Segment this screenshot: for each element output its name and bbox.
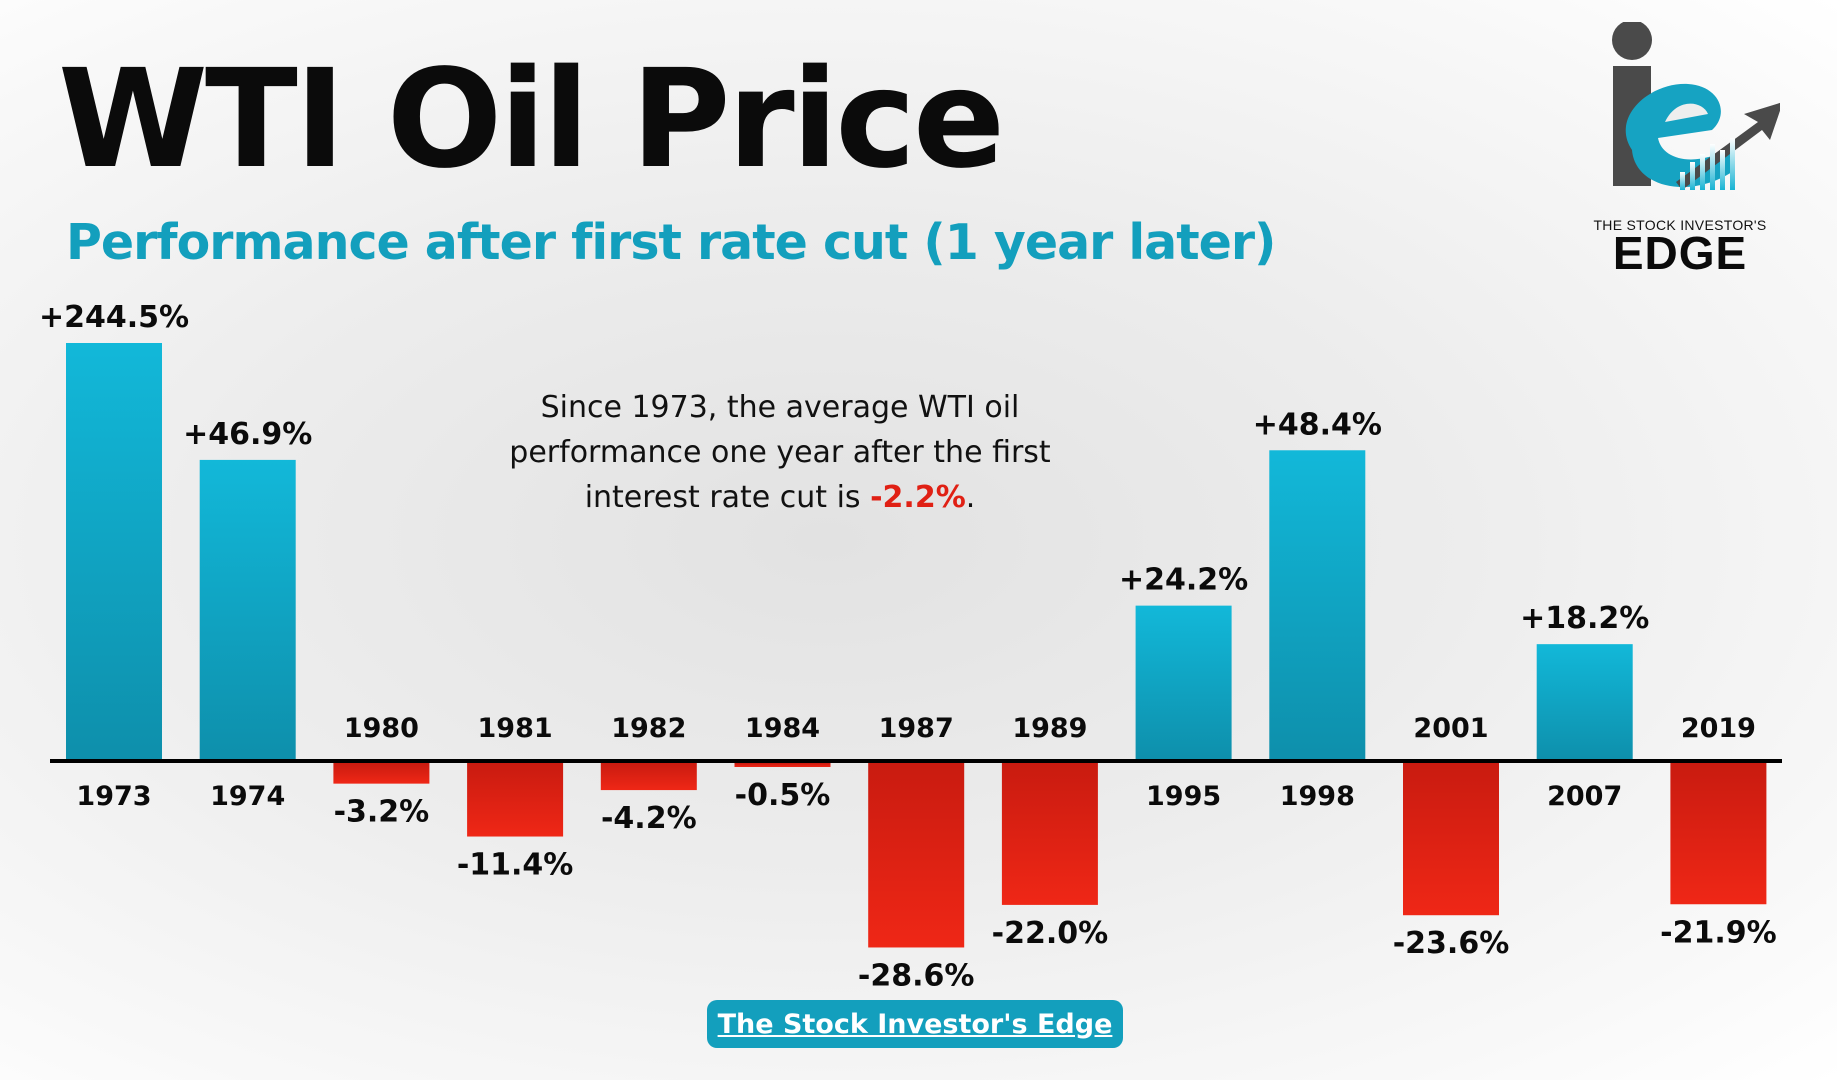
source-link-button[interactable]: The Stock Investor's Edge [707, 1000, 1123, 1048]
value-label-1973: +244.5% [39, 300, 189, 335]
note-end: . [965, 480, 976, 515]
logo-tagline: THE STOCK INVESTOR'S [1593, 217, 1767, 233]
category-label-1982: 1982 [611, 713, 686, 744]
category-label-2007: 2007 [1547, 781, 1622, 812]
bar-1980 [333, 763, 430, 784]
bar-1982 [600, 763, 697, 791]
value-label-1989: -22.0% [992, 916, 1109, 951]
value-label-2007: +18.2% [1520, 601, 1649, 636]
bar-1989 [1001, 763, 1098, 905]
category-label-1989: 1989 [1012, 713, 1087, 744]
bar-1973 [66, 343, 162, 761]
category-label-1984: 1984 [745, 713, 820, 744]
value-label-2001: -23.6% [1393, 926, 1510, 961]
category-label-1995: 1995 [1146, 781, 1221, 812]
bar-2019 [1670, 763, 1767, 905]
value-label-1982: -4.2% [601, 801, 697, 836]
bar-1981 [467, 763, 564, 837]
logo-name: EDGE [1612, 227, 1748, 279]
value-label-1980: -3.2% [334, 795, 430, 830]
bar-1974 [199, 459, 296, 761]
category-label-1974: 1974 [210, 781, 285, 812]
value-label-1984: -0.5% [735, 778, 831, 813]
page-title: WTI Oil Price [58, 41, 1005, 199]
bar-1984 [734, 763, 831, 767]
source-link-label[interactable]: The Stock Investor's Edge [717, 1008, 1113, 1040]
bar-1998 [1269, 450, 1366, 761]
category-label-2019: 2019 [1681, 713, 1756, 744]
category-label-1998: 1998 [1280, 781, 1355, 812]
category-label-1980: 1980 [344, 713, 419, 744]
category-label-1981: 1981 [478, 713, 553, 744]
value-label-2019: -21.9% [1660, 915, 1777, 950]
value-label-1987: -28.6% [858, 958, 975, 993]
bar-2001 [1403, 763, 1499, 916]
page-subtitle: Performance after first rate cut (1 year… [66, 214, 1276, 271]
bar-1987 [868, 763, 965, 948]
category-label-2001: 2001 [1413, 713, 1488, 744]
value-label-1998: +48.4% [1253, 407, 1382, 442]
category-label-1987: 1987 [879, 713, 954, 744]
category-label-1973: 1973 [76, 781, 151, 812]
average-note: Since 1973, the average WTI oil performa… [470, 385, 1090, 520]
value-label-1981: -11.4% [457, 848, 574, 883]
value-label-1974: +46.9% [183, 417, 312, 452]
bar-2007 [1536, 644, 1633, 761]
ie-arrow-logo-icon [1612, 20, 1783, 190]
brand-logo: THE STOCK INVESTOR'S EDGE [1580, 20, 1783, 278]
value-label-1995: +24.2% [1119, 563, 1248, 598]
average-value: -2.2% [870, 480, 966, 515]
bar-1995 [1135, 605, 1232, 761]
note-text: Since 1973, the average WTI oil performa… [509, 390, 1051, 515]
